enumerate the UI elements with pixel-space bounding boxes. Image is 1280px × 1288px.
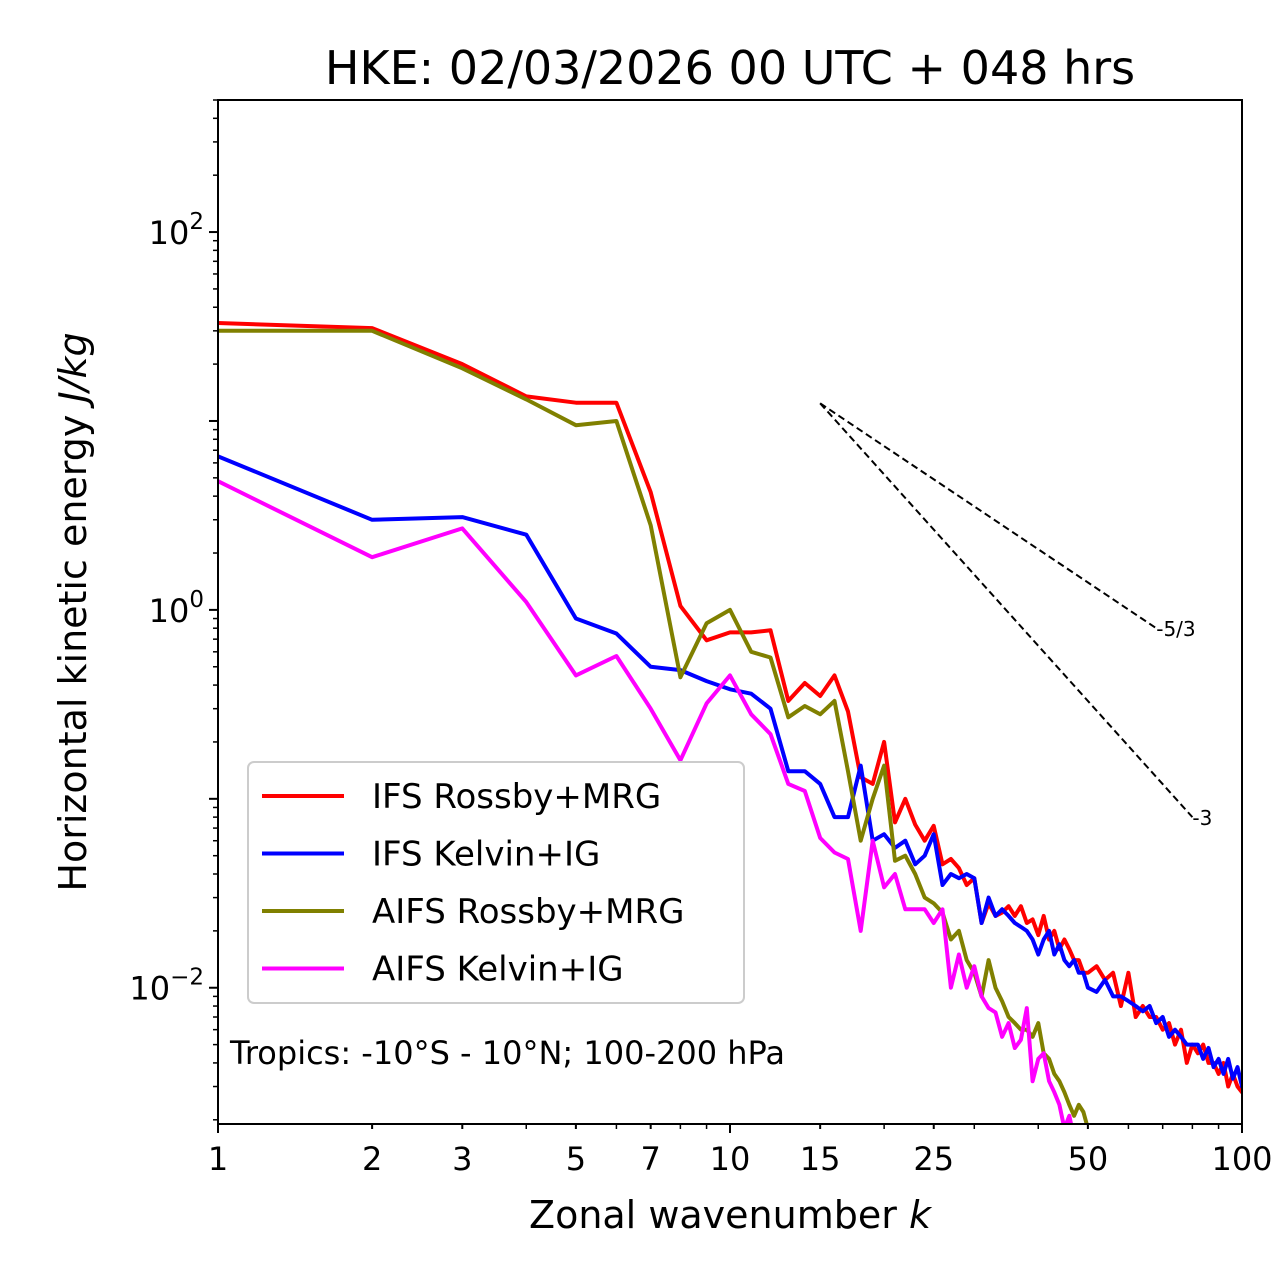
x-tick-label: 5: [566, 1140, 586, 1178]
chart-title: HKE: 02/03/2026 00 UTC + 048 hrs: [325, 41, 1135, 95]
reference-slope-line: [819, 402, 1194, 818]
x-tick-label: 50: [1068, 1140, 1109, 1178]
x-axis-label-text: Zonal wavenumber: [529, 1193, 897, 1237]
legend: IFS Rossby+MRG IFS Kelvin+IG AIFS Rossby+M…: [247, 761, 745, 1004]
series-line-aifs-kelvin-ig: [218, 479, 1074, 1124]
x-axis-label-symbol: k: [909, 1193, 933, 1237]
x-tick-label: 1: [208, 1140, 228, 1178]
y-axis-label: Horizontal kinetic energy J/kg: [51, 332, 95, 891]
x-tick-label: 10: [710, 1140, 751, 1178]
x-tick-label: 25: [913, 1140, 954, 1178]
reference-slope-label: -3: [1192, 806, 1212, 830]
series-line-aifs-rossby-mrg: [218, 328, 1089, 1124]
x-tick-label: 15: [800, 1140, 841, 1178]
legend-label-ifs-rossby-mrg: IFS Rossby+MRG: [372, 777, 661, 817]
y-tick-label: 100: [149, 587, 204, 630]
reference-slope-label: -5/3: [1156, 617, 1195, 641]
x-axis: 1 2 3 5 7 10 15 25 50 100: [208, 1124, 1273, 1178]
y-axis-label-unit: J/kg: [51, 332, 95, 409]
y-axis: 102 100 10−2: [129, 99, 218, 1121]
series-line-ifs-kelvin-ig: [218, 454, 1242, 1089]
legend-label-aifs-kelvin-ig: AIFS Kelvin+IG: [372, 950, 624, 990]
region-annotation: Tropics: -10°S - 10°N; 100-200 hPa: [229, 1034, 785, 1072]
legend-items: IFS Rossby+MRG IFS Kelvin+IG AIFS Rossby+M…: [262, 777, 684, 990]
y-tick-label: 102: [149, 209, 204, 252]
reference-slope-line: [819, 402, 1157, 630]
legend-label-aifs-rossby-mrg: AIFS Rossby+MRG: [372, 892, 684, 932]
series-layer: [218, 321, 1242, 1124]
legend-box: [247, 761, 745, 1004]
legend-label-ifs-kelvin-ig: IFS Kelvin+IG: [372, 835, 600, 875]
x-tick-label: 3: [452, 1140, 472, 1178]
reference-slopes: -5/3 -3: [819, 402, 1212, 830]
x-tick-label: 100: [1211, 1140, 1272, 1178]
x-tick-label: 7: [641, 1140, 661, 1178]
y-tick-label: 10−2: [129, 965, 204, 1008]
x-tick-label: 2: [362, 1140, 382, 1178]
y-axis-label-text: Horizontal kinetic energy: [51, 415, 95, 892]
x-axis-label: Zonal wavenumber k: [529, 1193, 933, 1237]
